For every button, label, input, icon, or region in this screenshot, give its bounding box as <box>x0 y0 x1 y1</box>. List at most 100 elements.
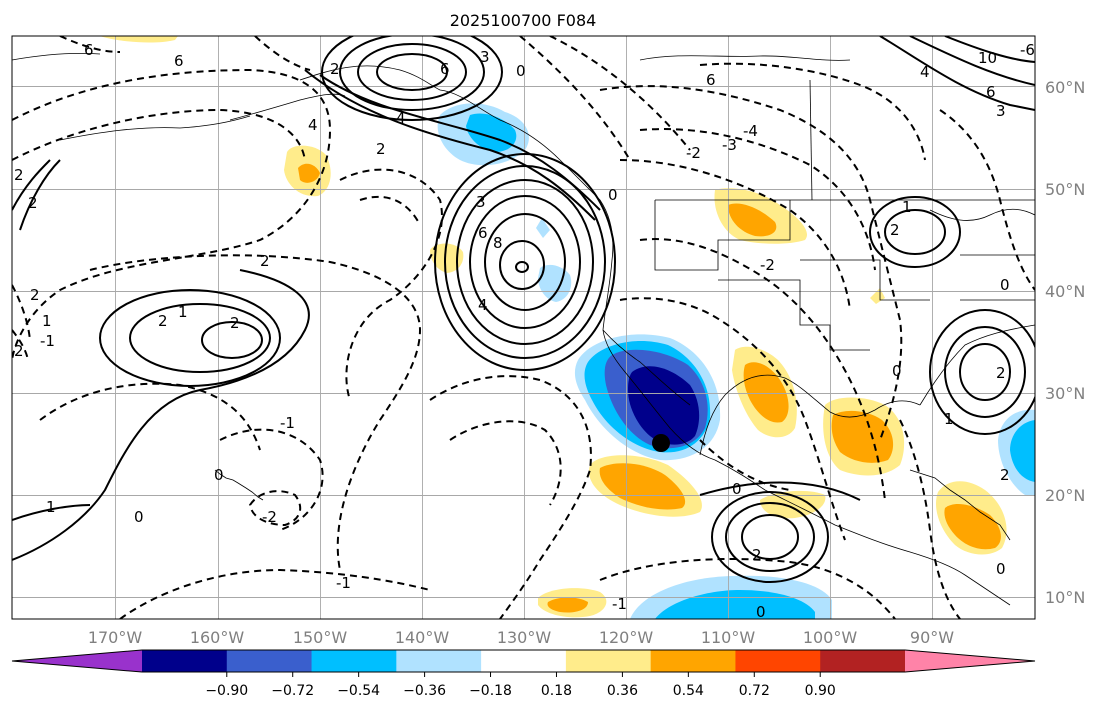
contour-label: 6 <box>706 71 716 89</box>
contour-label: 2 <box>890 221 900 239</box>
figure-title: 2025100700 F084 <box>450 11 597 30</box>
lat-label: 50°N <box>1045 180 1085 199</box>
contour-label: 4 <box>308 116 318 134</box>
colorbar-tick-label: −0.90 <box>205 683 248 699</box>
colorbar-tick-label: 0.18 <box>541 683 572 699</box>
lat-label: 10°N <box>1045 588 1085 607</box>
contour-label: 4 <box>920 63 930 81</box>
contour-label: 3 <box>480 48 490 66</box>
colorbar-extend-min <box>12 650 142 672</box>
contour-label: -2 <box>262 508 277 526</box>
contour-label: 1 <box>46 498 56 516</box>
contour-label: 1 <box>902 198 912 216</box>
colorbar-tick-label: −0.54 <box>337 683 380 699</box>
contour-labels: 6 6 6 6 3 4 4 2 2 2 2 2 2 1 1 2 3 6 8 4 … <box>14 41 1035 621</box>
lat-label: 30°N <box>1045 384 1085 403</box>
contour-label: -6 <box>1020 41 1035 59</box>
contour-lines <box>12 36 1035 619</box>
contour-label: -2 <box>760 256 775 274</box>
longitude-labels: 170°W 160°W 150°W 140°W 130°W 120°W 110°… <box>88 628 954 647</box>
colorbar-segment <box>396 650 482 672</box>
contour-label: 0 <box>516 62 526 80</box>
contour-label: 0 <box>214 466 224 484</box>
contour-label: 0 <box>756 603 766 621</box>
contour-label: 2 <box>376 140 386 158</box>
contour-label: 2 <box>1000 466 1010 484</box>
contour-label: -2 <box>686 144 701 162</box>
lon-label: 120°W <box>599 628 654 647</box>
lon-label: 140°W <box>395 628 450 647</box>
colorbar-segment <box>820 650 906 672</box>
colorbar-tick-label: −0.72 <box>271 683 314 699</box>
colorbar-segment <box>735 650 821 672</box>
contour-label: 10 <box>978 49 997 67</box>
contour-label: 0 <box>608 186 618 204</box>
contour-label: 3 <box>476 193 486 211</box>
contour-label: 2 <box>230 314 240 332</box>
contour-label: 1 <box>42 312 52 330</box>
contour-label: 0 <box>892 362 902 380</box>
colorbar-tick-label: 0.90 <box>805 683 836 699</box>
colorbar-segment <box>481 650 567 672</box>
contour-label: 8 <box>493 234 503 252</box>
lat-label: 60°N <box>1045 78 1085 97</box>
contour-label: 1 <box>178 303 188 321</box>
contour-label: 6 <box>84 41 94 59</box>
lon-label: 100°W <box>803 628 858 647</box>
contour-label: -1 <box>336 574 351 592</box>
contour-label: 0 <box>134 508 144 526</box>
lon-label: 150°W <box>293 628 348 647</box>
latitude-labels: 60°N 50°N 40°N 30°N 20°N 10°N <box>1045 78 1085 607</box>
colorbar-segment <box>311 650 397 672</box>
contour-label: 0 <box>1000 276 1010 294</box>
contour-label: 0 <box>996 560 1006 578</box>
contour-label: 2 <box>14 342 24 360</box>
contour-label: 2 <box>330 60 340 78</box>
colorbar: −0.90 −0.72 −0.54 −0.36 −0.18 0.18 0.36 0.54 0.7… <box>11 649 1036 699</box>
lon-label: 160°W <box>190 628 245 647</box>
contour-label: 4 <box>396 109 406 127</box>
lat-label: 40°N <box>1045 282 1085 301</box>
lon-label: 130°W <box>497 628 552 647</box>
colorbar-segment <box>650 650 736 672</box>
colorbar-tick-label: 0.54 <box>673 683 704 699</box>
lat-label: 20°N <box>1045 486 1085 505</box>
contour-label: 6 <box>986 83 996 101</box>
graticule <box>12 36 1035 619</box>
colorbar-segment <box>565 650 652 672</box>
location-marker <box>652 434 670 452</box>
colorbar-tick-label: 0.36 <box>607 683 638 699</box>
contour-label: -1 <box>40 332 55 350</box>
contour-label: 2 <box>752 546 762 564</box>
shaded-anomaly-fields <box>100 36 1035 619</box>
lon-label: 90°W <box>910 628 954 647</box>
colorbar-tick-label: −0.36 <box>403 683 446 699</box>
lon-label: 110°W <box>701 628 756 647</box>
contour-label: 1 <box>944 410 954 428</box>
contour-label: 2 <box>30 286 40 304</box>
colorbar-tick-label: 0.72 <box>739 683 770 699</box>
map-panel: 6 6 6 6 3 4 4 2 2 2 2 2 2 1 1 2 3 6 8 4 … <box>12 36 1035 621</box>
contour-label: -4 <box>743 122 758 140</box>
contour-label: 3 <box>996 102 1006 120</box>
map-frame <box>11 35 1036 620</box>
contour-label: -3 <box>722 136 737 154</box>
colorbar-segment <box>226 650 313 672</box>
colorbar-extend-max <box>905 650 1035 672</box>
contour-label: 2 <box>158 312 168 330</box>
contour-label: 4 <box>478 296 488 314</box>
contour-label: 6 <box>440 60 450 78</box>
colorbar-segment <box>142 650 228 672</box>
colorbar-outline <box>11 649 1036 673</box>
lon-label: 170°W <box>88 628 143 647</box>
contour-label: -1 <box>612 595 627 613</box>
contour-label: 6 <box>174 52 184 70</box>
contour-label: -1 <box>280 414 295 432</box>
contour-label: 2 <box>14 166 24 184</box>
contour-label: 2 <box>28 194 38 212</box>
contour-label: 6 <box>478 224 488 242</box>
contour-label: 0 <box>732 480 742 498</box>
contour-label: 2 <box>996 364 1006 382</box>
contour-label: 2 <box>260 252 270 270</box>
